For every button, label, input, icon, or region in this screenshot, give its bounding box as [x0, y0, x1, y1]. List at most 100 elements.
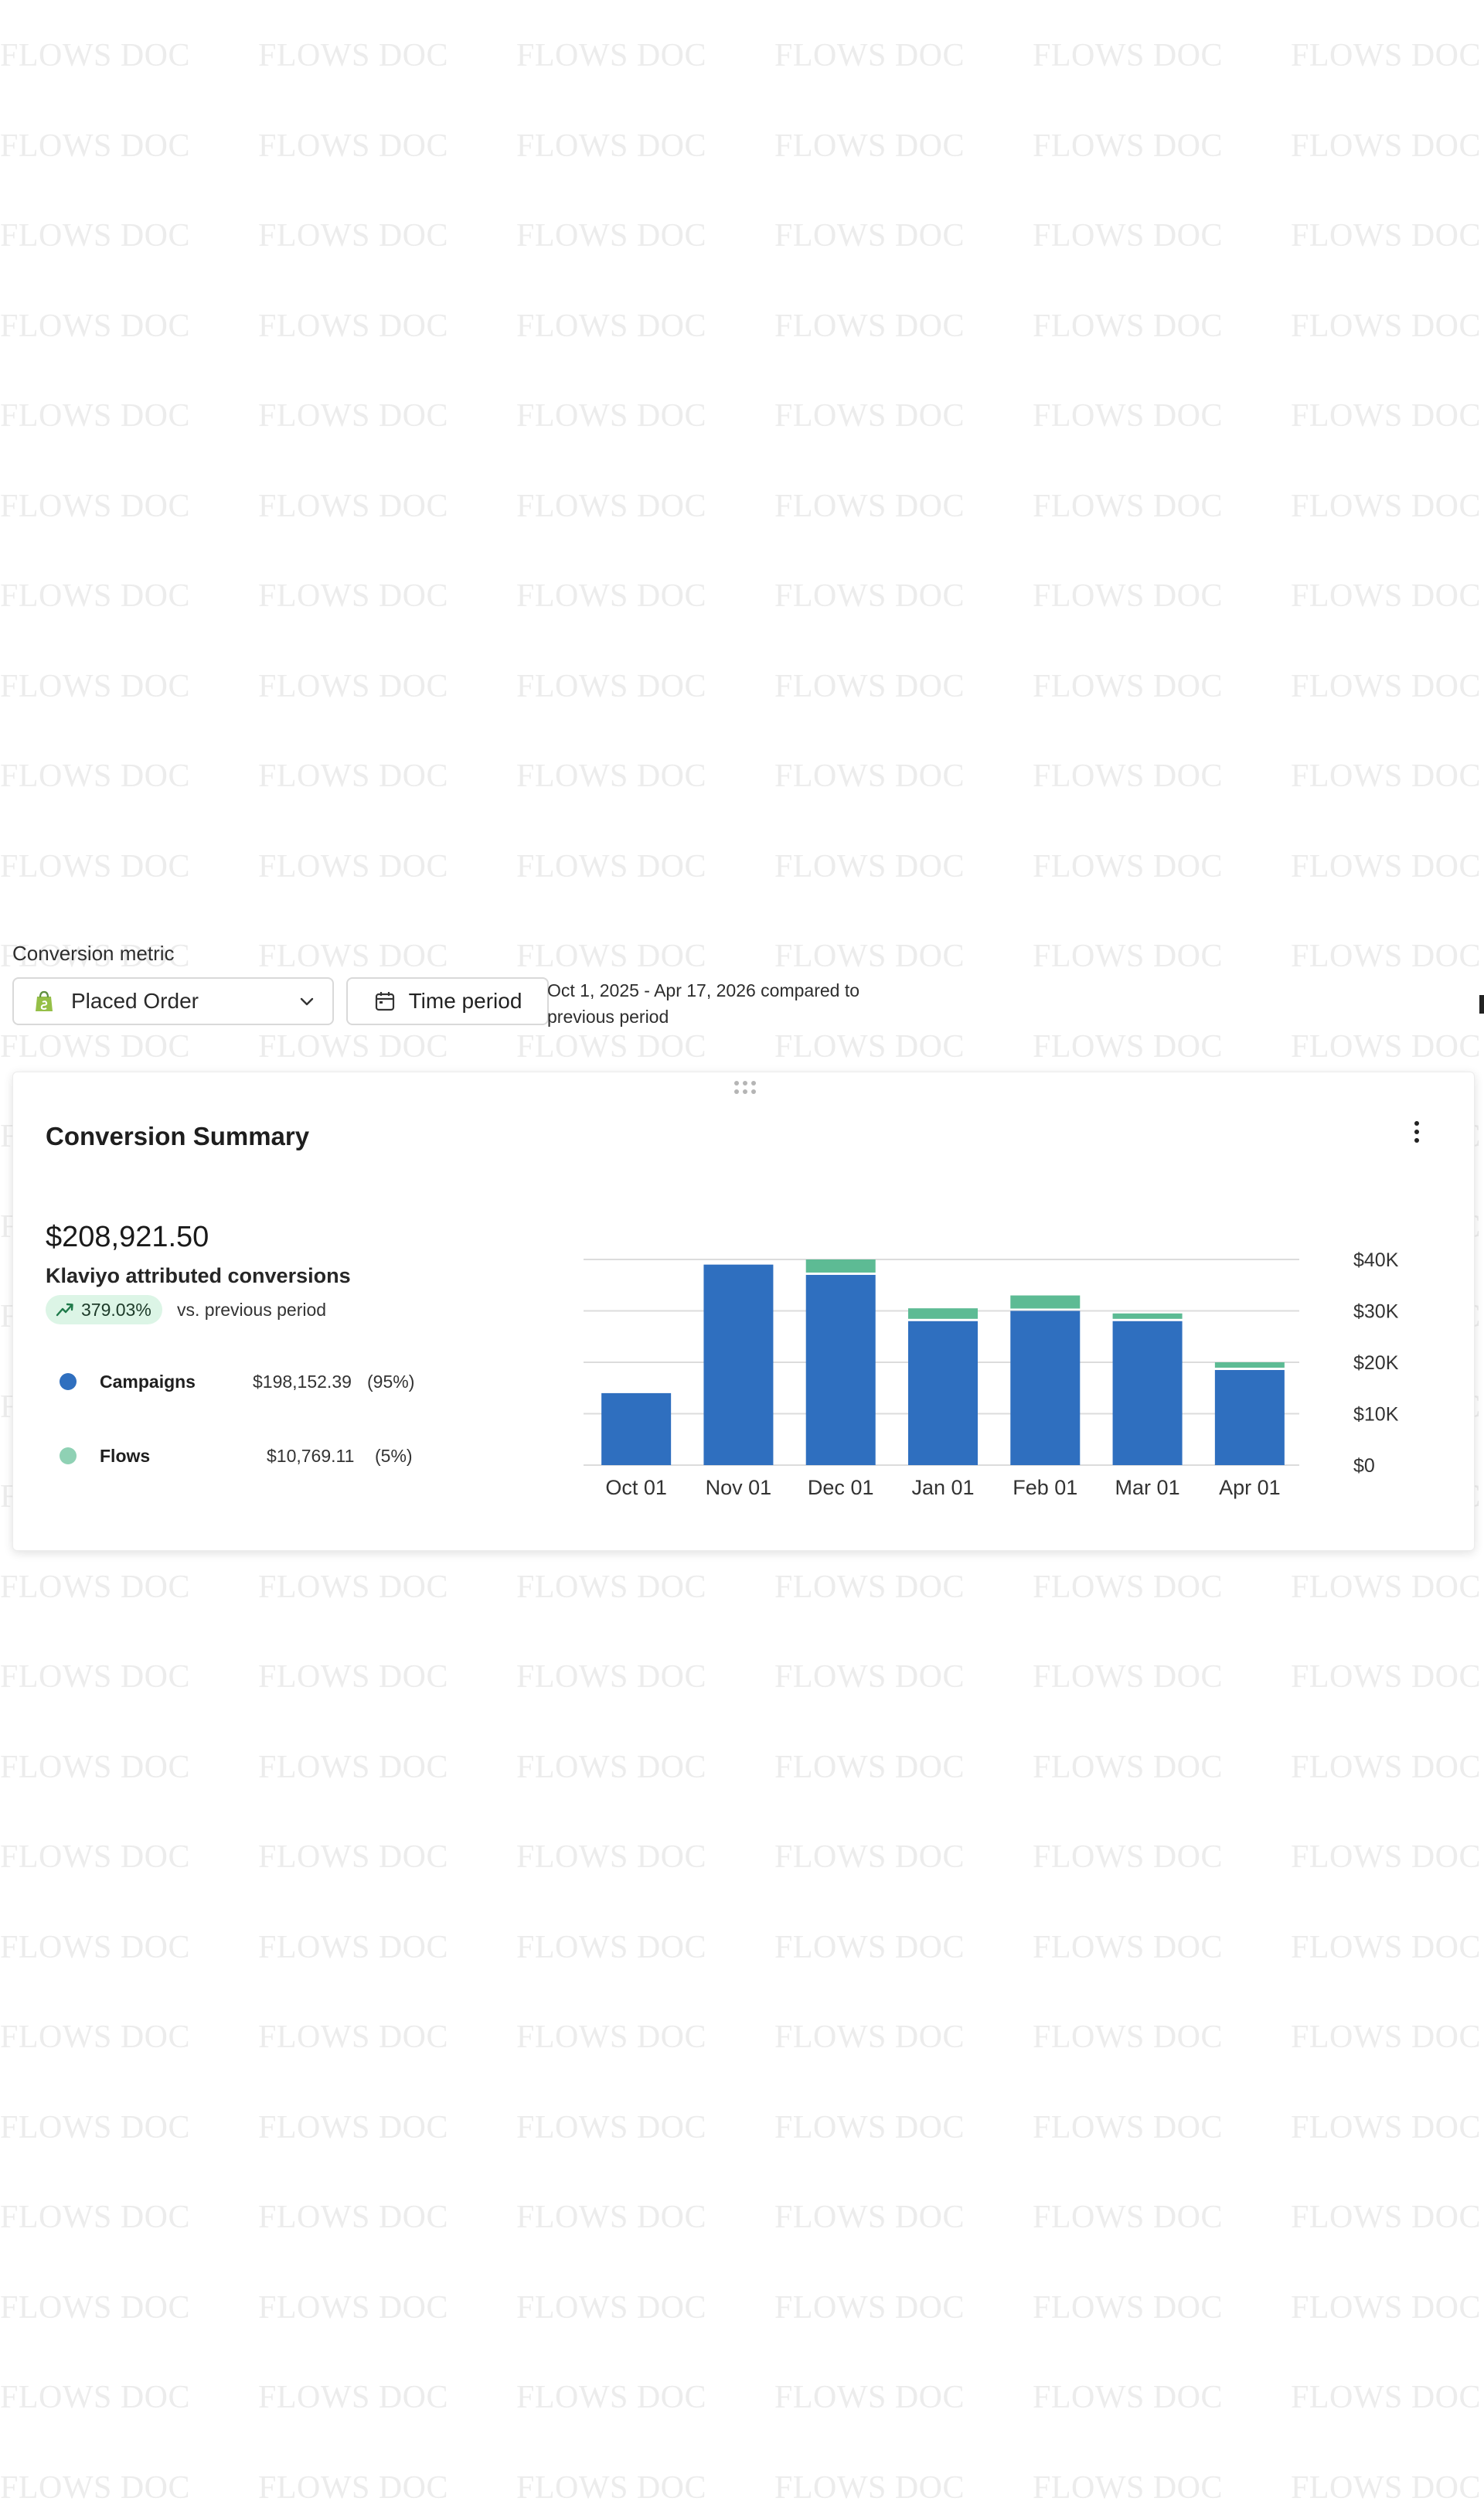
watermark-text: FLOWS DOC: [774, 218, 965, 254]
watermark-text: FLOWS DOC: [0, 1749, 191, 1785]
watermark-text: FLOWS DOC: [0, 668, 191, 704]
watermark-text: FLOWS DOC: [1033, 1659, 1224, 1695]
watermark-text: FLOWS DOC: [1033, 2289, 1224, 2326]
watermark-text: FLOWS DOC: [0, 1659, 191, 1695]
watermark-text: FLOWS DOC: [1291, 128, 1482, 164]
watermark-text: FLOWS DOC: [1291, 1749, 1482, 1785]
watermark-text: FLOWS DOC: [1033, 578, 1224, 614]
watermark-text: FLOWS DOC: [258, 488, 449, 524]
more-options-icon[interactable]: [1411, 1119, 1423, 1145]
watermark-text: FLOWS DOC: [516, 2019, 707, 2055]
watermark-text: FLOWS DOC: [774, 2019, 965, 2055]
watermark-text: FLOWS DOC: [516, 2469, 707, 2505]
drag-handle-icon[interactable]: [732, 1079, 758, 1097]
watermark-text: FLOWS DOC: [774, 2469, 965, 2505]
watermark-text: FLOWS DOC: [516, 758, 707, 794]
watermark-text: FLOWS DOC: [774, 1569, 965, 1605]
watermark-text: FLOWS DOC: [258, 1929, 449, 1965]
bar-flows: [805, 1259, 876, 1273]
watermark-text: FLOWS DOC: [258, 308, 449, 344]
watermark-text: FLOWS DOC: [774, 398, 965, 434]
chevron-down-icon: [300, 997, 314, 1006]
watermark-text: FLOWS DOC: [258, 758, 449, 794]
bar-campaigns: [908, 1321, 978, 1465]
watermark-text: FLOWS DOC: [516, 939, 707, 974]
y-tick-label: $30K: [1353, 1301, 1399, 1323]
watermark-text: FLOWS DOC: [1033, 128, 1224, 164]
watermark-text: FLOWS DOC: [0, 2469, 191, 2505]
conversion-metric-label: Conversion metric: [12, 942, 175, 965]
change-badge: 379.03%: [46, 1295, 162, 1324]
legend-share: (95%): [367, 1371, 415, 1392]
bar-flows: [1214, 1362, 1285, 1368]
watermark-text: FLOWS DOC: [1033, 38, 1224, 73]
watermark-text: FLOWS DOC: [258, 2469, 449, 2505]
watermark-text: FLOWS DOC: [258, 2380, 449, 2415]
conversion-metric-dropdown[interactable]: Placed Order: [12, 977, 334, 1025]
watermark-text: FLOWS DOC: [516, 128, 707, 164]
watermark-text: FLOWS DOC: [1291, 1839, 1482, 1875]
watermark-text: FLOWS DOC: [0, 128, 191, 164]
watermark-text: FLOWS DOC: [0, 578, 191, 614]
y-tick-label: $40K: [1353, 1249, 1399, 1271]
watermark-text: FLOWS DOC: [516, 848, 707, 884]
change-percentage: 379.03%: [81, 1299, 151, 1320]
watermark-text: FLOWS DOC: [1033, 398, 1224, 434]
trend-up-icon: [56, 1303, 73, 1317]
watermark-text: FLOWS DOC: [516, 38, 707, 73]
watermark-text: FLOWS DOC: [0, 1839, 191, 1875]
comparison-label: vs. previous period: [177, 1300, 327, 1320]
legend-item-flows: Flows $10,769.11 (5%): [46, 1440, 448, 1471]
legend-share: (5%): [375, 1445, 413, 1466]
watermark-text: FLOWS DOC: [258, 939, 449, 974]
watermark-text: FLOWS DOC: [1033, 1749, 1224, 1785]
y-tick-label: $0: [1353, 1455, 1375, 1477]
x-tick-label: Apr 01: [1219, 1476, 1281, 1499]
y-tick-label: $10K: [1353, 1404, 1399, 1426]
watermark-text: FLOWS DOC: [258, 1569, 449, 1605]
legend-item-campaigns: Campaigns $198,152.39 (95%): [46, 1366, 448, 1397]
watermark-text: FLOWS DOC: [0, 848, 191, 884]
watermark-text: FLOWS DOC: [1291, 218, 1482, 254]
watermark-text: FLOWS DOC: [1291, 38, 1482, 73]
watermark-text: FLOWS DOC: [258, 578, 449, 614]
watermark-text: FLOWS DOC: [0, 2019, 191, 2055]
watermark-text: FLOWS DOC: [1033, 758, 1224, 794]
watermark-text: FLOWS DOC: [1033, 1839, 1224, 1875]
watermark-text: FLOWS DOC: [1291, 488, 1482, 524]
watermark-text: FLOWS DOC: [258, 2289, 449, 2326]
watermark-text: FLOWS DOC: [516, 1659, 707, 1695]
flows-color-dot: [60, 1447, 77, 1464]
watermark-text: FLOWS DOC: [1033, 2200, 1224, 2235]
watermark-text: FLOWS DOC: [1033, 668, 1224, 704]
watermark-text: FLOWS DOC: [516, 1028, 707, 1065]
watermark-text: FLOWS DOC: [1033, 1929, 1224, 1965]
time-period-button[interactable]: Time period: [346, 977, 549, 1025]
watermark-text: FLOWS DOC: [1291, 398, 1482, 434]
watermark-text: FLOWS DOC: [1291, 2289, 1482, 2326]
watermark-text: FLOWS DOC: [774, 668, 965, 704]
legend-name: Campaigns: [100, 1371, 196, 1392]
watermark-text: FLOWS DOC: [1033, 2019, 1224, 2055]
watermark-text: FLOWS DOC: [0, 2380, 191, 2415]
watermark-text: FLOWS DOC: [516, 218, 707, 254]
watermark-text: FLOWS DOC: [258, 848, 449, 884]
watermark-text: FLOWS DOC: [516, 308, 707, 344]
watermark-text: FLOWS DOC: [1033, 218, 1224, 254]
watermark-text: FLOWS DOC: [1291, 308, 1482, 344]
selected-metric: Placed Order: [71, 989, 199, 1013]
watermark-text: FLOWS DOC: [774, 939, 965, 974]
watermark-text: FLOWS DOC: [516, 578, 707, 614]
offscreen-control-edge: [1479, 995, 1484, 1014]
x-tick-label: Jan 01: [911, 1476, 974, 1499]
watermark-text: FLOWS DOC: [516, 2380, 707, 2415]
watermark-text: FLOWS DOC: [774, 1839, 965, 1875]
watermark-text: FLOWS DOC: [774, 2200, 965, 2235]
watermark-text: FLOWS DOC: [1291, 939, 1482, 974]
bar-campaigns: [1214, 1369, 1285, 1465]
watermark-text: FLOWS DOC: [774, 1749, 965, 1785]
watermark-text: FLOWS DOC: [1033, 939, 1224, 974]
bar-campaigns: [1010, 1310, 1081, 1465]
y-tick-label: $20K: [1353, 1352, 1399, 1374]
watermark-text: FLOWS DOC: [1291, 1929, 1482, 1965]
